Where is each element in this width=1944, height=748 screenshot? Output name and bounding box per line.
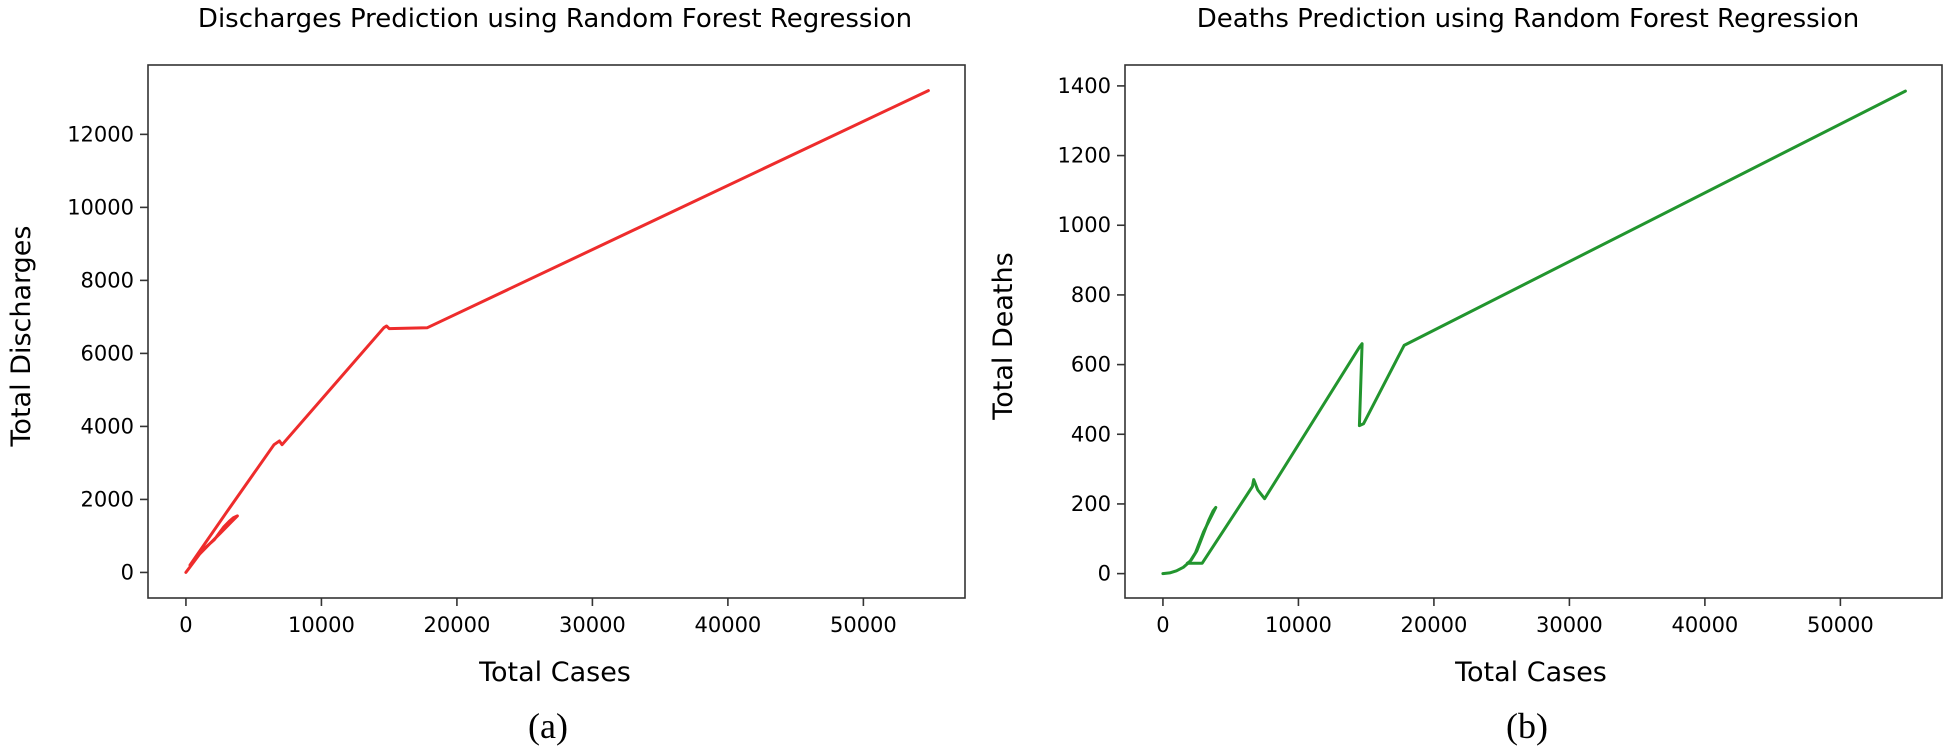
chart-a-xlabel: Total Cases <box>478 657 631 688</box>
chart-a-xtick-label: 10000 <box>288 613 355 637</box>
chart-b-xtick-label: 30000 <box>1536 613 1603 637</box>
chart-b-ytick-label: 600 <box>1071 353 1111 377</box>
chart-b-line <box>1161 89 1907 576</box>
chart-a-xtick-label: 20000 <box>424 613 491 637</box>
chart-a-xtick-label: 0 <box>179 613 192 637</box>
chart-a-ytick-label: 0 <box>121 560 134 584</box>
chart-b-caption: (b) <box>1506 706 1548 746</box>
chart-b-xtick-label: 20000 <box>1401 613 1468 637</box>
chart-b-ytick-label: 200 <box>1071 492 1111 516</box>
chart-a-line <box>184 89 930 574</box>
chart-a-ytick-label: 8000 <box>81 268 134 292</box>
chart-b-xtick-label: 10000 <box>1265 613 1332 637</box>
chart-a-xticks: 0 10000 20000 30000 40000 50000 <box>179 598 897 637</box>
chart-b-axes-frame <box>1124 64 1943 599</box>
chart-b-yticks: 0 200 400 600 800 1000 1200 1400 <box>1058 74 1125 586</box>
chart-b-ytick-label: 1400 <box>1058 74 1111 98</box>
panel-b: Deaths Prediction using Random Forest Re… <box>988 4 1943 746</box>
chart-b-ytick-label: 400 <box>1071 422 1111 446</box>
chart-a-ylabel: Total Discharges <box>6 226 37 448</box>
chart-b-ytick-label: 800 <box>1071 283 1111 307</box>
chart-a-caption: (a) <box>528 706 568 746</box>
chart-a-title: Discharges Prediction using Random Fores… <box>198 4 912 34</box>
chart-a-xtick-label: 30000 <box>559 613 626 637</box>
chart-a-ytick-label: 4000 <box>81 414 134 438</box>
chart-b-xtick-label: 50000 <box>1807 613 1874 637</box>
chart-a-yticks: 0 2000 4000 6000 8000 10000 12000 <box>67 122 148 584</box>
chart-b-ylabel: Total Deaths <box>988 252 1019 420</box>
chart-b-ytick-label: 1200 <box>1058 144 1111 168</box>
chart-a-ytick-label: 10000 <box>67 195 134 219</box>
chart-a-ytick-label: 2000 <box>81 487 134 511</box>
chart-a-ytick-label: 12000 <box>67 122 134 146</box>
chart-a-xtick-label: 50000 <box>830 613 897 637</box>
chart-b-xlabel: Total Cases <box>1454 657 1607 688</box>
chart-b-xticks: 0 10000 20000 30000 40000 50000 <box>1156 598 1874 637</box>
chart-a-axes-frame <box>147 64 966 599</box>
chart-b-title: Deaths Prediction using Random Forest Re… <box>1197 4 1860 34</box>
chart-b-xtick-label: 0 <box>1156 613 1169 637</box>
chart-b-xtick-label: 40000 <box>1671 613 1738 637</box>
chart-a-ytick-label: 6000 <box>81 341 134 365</box>
chart-b-ytick-label: 1000 <box>1058 213 1111 237</box>
chart-a-xtick-label: 40000 <box>694 613 761 637</box>
chart-b-ytick-label: 0 <box>1098 562 1111 586</box>
panel-a: Discharges Prediction using Random Fores… <box>6 4 966 746</box>
